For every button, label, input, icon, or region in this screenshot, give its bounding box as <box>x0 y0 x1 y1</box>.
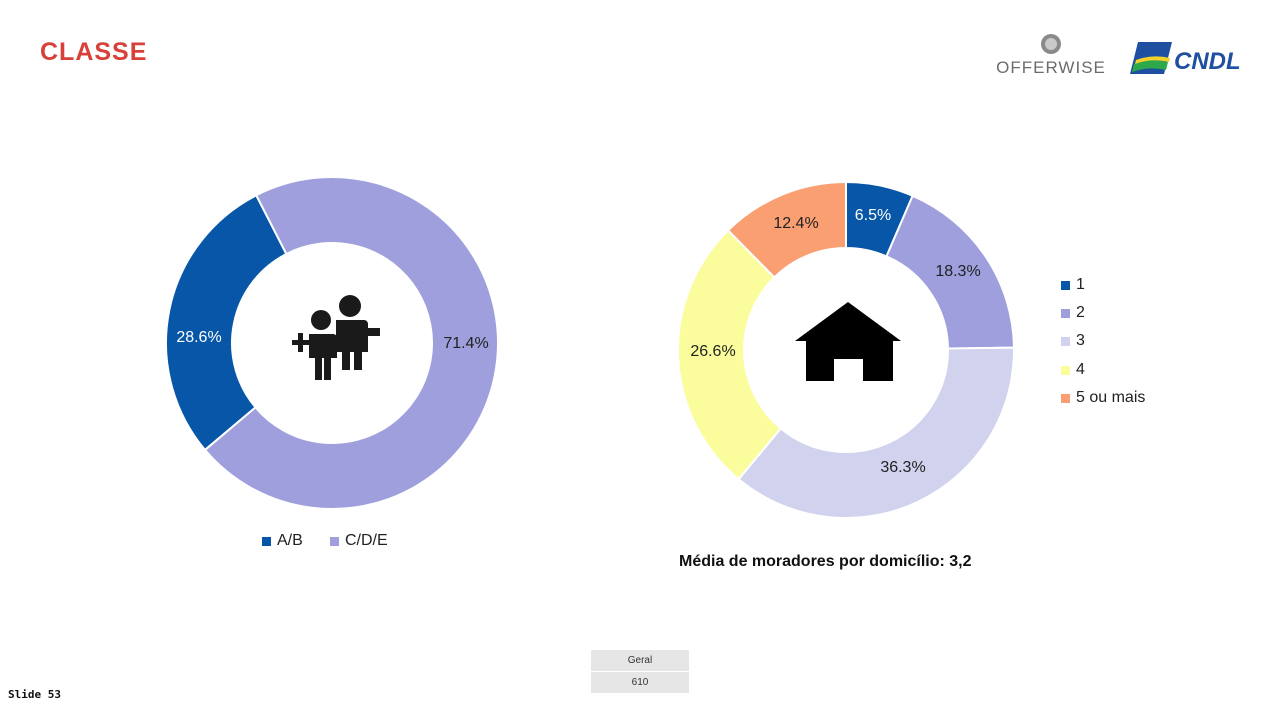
legend-item: A/B <box>262 532 303 550</box>
page-title: CLASSE <box>40 38 148 66</box>
legend-swatch <box>1061 308 1070 318</box>
cndl-logo: CNDL <box>1130 42 1241 75</box>
donut-chart-1 <box>165 176 499 510</box>
legend-label: A/B <box>277 532 303 549</box>
slice-4 <box>677 228 783 481</box>
legend-swatch <box>1061 393 1070 403</box>
offerwise-logo-text: OFFERWISE <box>996 58 1106 75</box>
offerwise-logo: OFFERWISE <box>996 34 1106 75</box>
data-label: 26.6% <box>690 343 735 360</box>
house-icon <box>795 302 901 381</box>
average-residents-note: Média de moradores por domicílio: 3,2 <box>679 553 972 570</box>
legend-item: 4 <box>1061 361 1085 379</box>
donut-chart-2 <box>677 180 1015 519</box>
slice-a-b <box>165 193 288 452</box>
legend-swatch <box>262 536 271 546</box>
data-label: 28.6% <box>176 329 221 346</box>
slide-number: Slide 53 <box>8 688 61 701</box>
legend-swatch <box>1061 365 1070 375</box>
legend-item: 3 <box>1061 332 1085 350</box>
legend-label: 1 <box>1076 276 1085 293</box>
legend-swatch <box>1061 280 1070 290</box>
data-label: 36.3% <box>880 459 925 476</box>
people-icon <box>292 295 380 380</box>
cndl-logo-text: CNDL <box>1174 48 1241 75</box>
data-label: 6.5% <box>855 207 891 224</box>
legend-swatch <box>330 536 339 546</box>
slice-3 <box>737 346 1015 519</box>
table-header-geral: Geral <box>591 650 689 671</box>
legend-item: 5 ou mais <box>1061 389 1145 407</box>
slice-c-d-e <box>203 176 499 510</box>
legend-label: 4 <box>1076 361 1085 378</box>
data-label: 71.4% <box>443 335 488 352</box>
legend-swatch <box>1061 336 1070 346</box>
table-value-total: 610 <box>591 672 689 693</box>
legend-label: 5 ou mais <box>1076 389 1146 406</box>
data-label: 12.4% <box>773 215 818 232</box>
legend-item: C/D/E <box>330 532 388 550</box>
data-label: 18.3% <box>935 263 980 280</box>
legend-label: C/D/E <box>345 532 388 549</box>
legend-label: 2 <box>1076 304 1085 321</box>
legend-label: 3 <box>1076 332 1085 349</box>
slice-5-ou-mais <box>726 180 847 279</box>
legend-item: 2 <box>1061 304 1085 322</box>
legend-item: 1 <box>1061 276 1085 294</box>
